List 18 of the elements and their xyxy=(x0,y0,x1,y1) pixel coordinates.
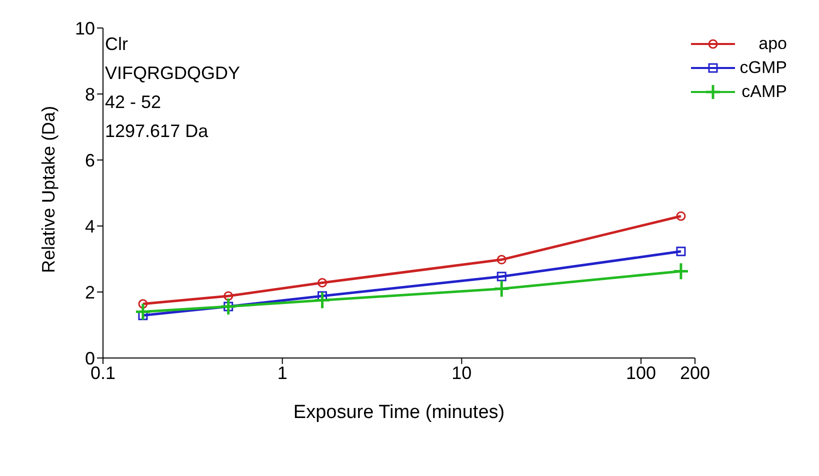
legend-label: cAMP xyxy=(740,82,787,102)
y-tick-label: 6 xyxy=(84,150,95,170)
y-tick-label: 4 xyxy=(84,216,95,236)
legend-label: cGMP xyxy=(739,58,787,78)
annotation: VIFQRGDQGDY xyxy=(105,62,240,85)
x-tick-label: 1 xyxy=(277,362,288,383)
annotation: 42 - 52 xyxy=(105,91,162,114)
y-axis-title: Relative Uptake (Da) xyxy=(38,106,58,273)
x-tick-label: 10 xyxy=(452,362,472,383)
x-axis-title: Exposure Time (minutes) xyxy=(293,402,505,423)
annotation: Clr xyxy=(105,33,129,56)
x-tick-label: 100 xyxy=(626,362,656,383)
y-tick-label: 2 xyxy=(84,282,95,302)
y-tick-label: 8 xyxy=(84,84,95,104)
annotation: 1297.617 Da xyxy=(105,120,210,143)
x-tick-label: 200 xyxy=(680,362,710,383)
y-tick-label: 10 xyxy=(74,18,95,38)
legend-label: apo xyxy=(758,34,787,54)
